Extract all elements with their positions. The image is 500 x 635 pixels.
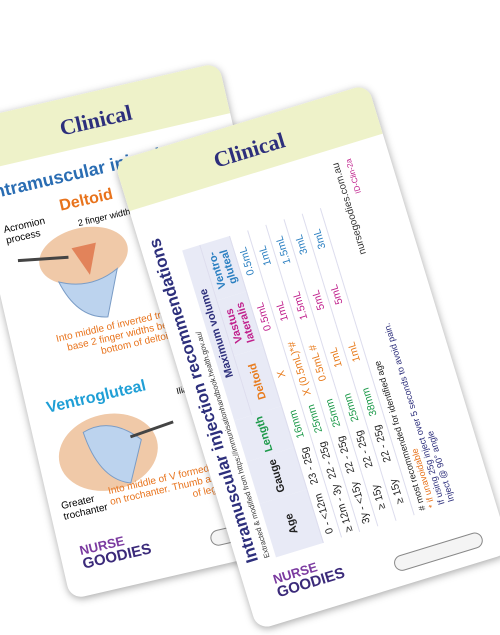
deltoid-illustration	[17, 226, 128, 318]
back-card: Clinical Intramuscular injection sites D…	[0, 62, 329, 600]
logo: NURSE GOODIES	[78, 529, 153, 572]
ventrogluteal-illustration	[58, 413, 174, 491]
logo: NURSE GOODIES	[271, 553, 347, 601]
card-slot	[392, 530, 485, 573]
